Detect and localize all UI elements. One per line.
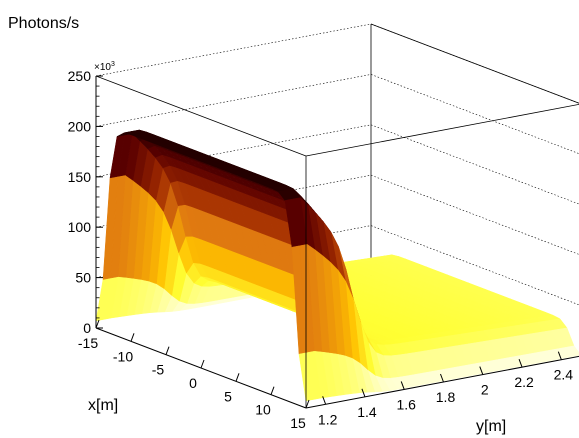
y-axis-title: y[m]	[476, 418, 506, 435]
y-tick	[440, 373, 444, 383]
y-tick-label: 2.2	[514, 374, 534, 390]
x-tick	[270, 386, 275, 395]
y-tick-label: 1.2	[318, 411, 338, 427]
y-tick	[322, 396, 327, 405]
y-tick	[518, 358, 523, 368]
y-tick-label: 1.8	[436, 389, 456, 405]
x-tick-label: -5	[152, 362, 165, 378]
z-gridline	[95, 23, 579, 104]
z-tick-label: 200	[68, 118, 92, 134]
surface-mesh	[95, 129, 579, 402]
back-frame	[95, 23, 579, 306]
x-tick	[165, 346, 170, 355]
z-axis-title: Photons/s	[8, 15, 79, 32]
x-tick-label: 15	[290, 415, 306, 431]
z-tick-label: 100	[68, 219, 92, 235]
x-tick-label: 0	[189, 375, 197, 391]
x-tick	[130, 333, 135, 342]
z-tick-label: 150	[68, 169, 92, 185]
back-top-edge	[370, 23, 579, 104]
front-edge	[95, 75, 307, 157]
z-multiplier: ×103	[94, 61, 115, 73]
x-axis-title: x[m]	[88, 397, 118, 414]
z-tick-label: 250	[68, 68, 92, 84]
y-tick	[479, 366, 484, 375]
y-tick-label: 1.4	[357, 404, 377, 420]
z-tick-label: 0	[83, 320, 91, 336]
z-tick-label: 50	[75, 270, 91, 286]
x-tick	[305, 399, 310, 409]
x-tick-label: 5	[224, 388, 232, 404]
y-tick-label: 1.6	[396, 396, 416, 412]
x-tick	[95, 319, 100, 329]
front-frame	[95, 75, 579, 409]
y-tick	[400, 381, 405, 390]
axis-labels: 0 50 100 150 200 250 -15 -10 -5 0 5 10 15 1.2 1.4 1.6 1.…	[68, 68, 574, 431]
x-tick	[200, 359, 205, 369]
y-tick-label: 2.4	[554, 367, 574, 383]
x-tick-label: -15	[78, 335, 98, 351]
y-tick	[557, 351, 562, 360]
y-tick-label: 2	[481, 382, 489, 398]
x-tick-label: 10	[255, 402, 271, 418]
y-tick	[361, 388, 366, 398]
x-tick-label: -10	[113, 348, 133, 364]
x-tick	[235, 373, 240, 382]
front-edge	[305, 103, 579, 157]
